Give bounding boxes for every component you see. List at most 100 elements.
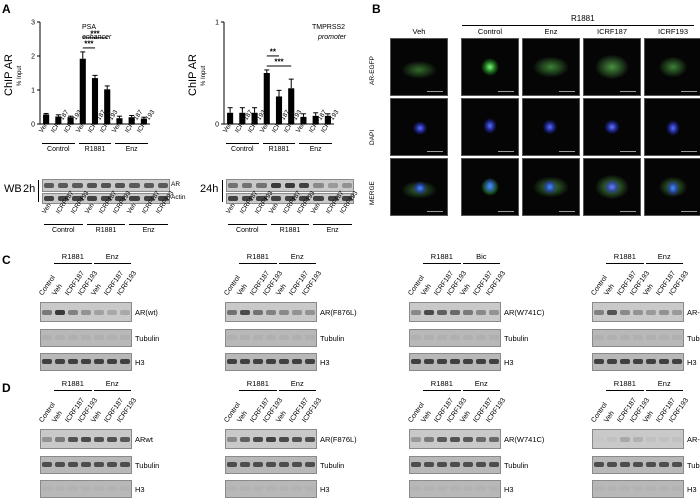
- blot-group-label: R1881: [613, 252, 636, 261]
- tubulin-label: Tubulin: [135, 334, 160, 343]
- h3-band: [411, 486, 421, 491]
- scale-bar: [498, 91, 514, 92]
- wb-ar-band: [299, 183, 310, 188]
- h3-band: [672, 486, 682, 491]
- blot-group-underline: [54, 390, 92, 391]
- scale-bar: [620, 151, 636, 152]
- h3-band: [476, 359, 487, 364]
- tubulin-band: [279, 335, 290, 340]
- scale-bar: [427, 151, 443, 152]
- blot-lane-label: Veh: [459, 283, 473, 297]
- h3-band: [67, 359, 78, 364]
- wb-time-24h: 24h: [200, 183, 219, 195]
- tubulin-band: [410, 335, 421, 340]
- micrograph-ar-egfp-cell: [390, 38, 448, 96]
- h3-band: [463, 359, 474, 364]
- bar: [67, 117, 74, 124]
- blot-target-label: AR(F876L): [320, 435, 357, 444]
- tubulin-band: [593, 335, 604, 340]
- scale-bar: [681, 211, 697, 212]
- h3-band: [632, 359, 644, 364]
- h3-band: [120, 359, 131, 364]
- blot-group-underline: [93, 263, 131, 264]
- tubulin-band: [410, 462, 421, 467]
- bar: [91, 78, 99, 124]
- h3-band: [240, 486, 250, 491]
- ar-band: [279, 310, 290, 315]
- h3-band: [265, 359, 277, 364]
- microscopy-row-label: MERGE: [369, 181, 376, 205]
- significance-stars: ***: [84, 39, 94, 48]
- panel-label-c: C: [2, 253, 11, 267]
- blot-group-label: Enz: [474, 379, 488, 388]
- ar-band: [593, 310, 604, 315]
- group-underline: [42, 143, 75, 144]
- h3-label: H3: [320, 485, 330, 494]
- ar-band: [279, 437, 290, 442]
- h3-band: [659, 486, 669, 491]
- blot-lane-label: Veh: [235, 283, 249, 297]
- wb-ar-band: [327, 183, 338, 188]
- blot-group-underline: [462, 390, 500, 391]
- tubulin-band: [449, 462, 461, 467]
- tubulin-band: [436, 462, 447, 467]
- group-label: Enz: [326, 227, 339, 234]
- bar: [104, 89, 111, 124]
- significance-stars: ***: [274, 57, 284, 66]
- blot-group-label: R1881: [246, 379, 269, 388]
- ar-band: [41, 310, 52, 315]
- ar-band: [94, 310, 105, 315]
- group-label: Enz: [125, 146, 138, 153]
- group-label: Control: [47, 146, 70, 153]
- wb-actin-band: [313, 196, 324, 201]
- panel-label-d: D: [2, 381, 11, 395]
- tubulin-band: [80, 335, 92, 340]
- tubulin-band: [67, 335, 78, 340]
- blot-group-underline: [462, 263, 500, 264]
- tubulin-band: [593, 462, 604, 467]
- tubulin-band: [672, 462, 683, 467]
- blot-lane-label: Veh: [235, 410, 249, 424]
- blot-lane-label: Veh: [459, 410, 473, 424]
- group-underline: [228, 224, 267, 225]
- h3-band: [80, 359, 92, 364]
- ar-band: [659, 310, 670, 315]
- tubulin-band: [476, 462, 487, 467]
- wb-actin-band: [327, 196, 338, 201]
- h3-band: [279, 486, 289, 491]
- wb-actin-band: [242, 196, 253, 201]
- wb-ar-band: [242, 183, 253, 188]
- wb-actin-band: [143, 196, 154, 201]
- blot-group-underline: [278, 263, 316, 264]
- group-underline: [270, 224, 310, 225]
- scale-bar: [620, 211, 636, 212]
- microscopy-column-label: ICRF193: [657, 27, 688, 36]
- h3-band: [450, 486, 460, 491]
- blot-group-label: Enz: [290, 252, 304, 261]
- scale-bar: [681, 151, 697, 152]
- tubulin-band: [632, 462, 644, 467]
- group-label: R1881: [279, 227, 301, 234]
- blot-group-underline: [423, 263, 461, 264]
- blot-group-label: Bic: [476, 252, 487, 261]
- wb-ar-label-2h: AR: [171, 181, 181, 188]
- ar-band: [120, 437, 131, 442]
- bar: [275, 96, 283, 124]
- tubulin-band: [107, 462, 118, 467]
- micrograph-ar-egfp-cell: [583, 38, 641, 96]
- micrograph-dapi-cell: [644, 98, 700, 156]
- h3-band: [410, 359, 421, 364]
- micrograph-ar-egfp-cell: [461, 38, 519, 96]
- ar-band: [632, 437, 644, 442]
- tubulin-band: [305, 462, 316, 467]
- wb-ar-band: [86, 183, 97, 188]
- wb-actin-band: [284, 196, 296, 201]
- tubulin-blot-strip: [592, 329, 684, 347]
- wb-actin-band: [100, 196, 112, 201]
- micrograph-dapi-cell: [390, 98, 448, 156]
- h3-band: [107, 486, 117, 491]
- micrograph-dapi-cell: [461, 98, 519, 156]
- bar: [227, 112, 234, 124]
- bar: [128, 117, 135, 124]
- microscopy-column-label: ICRF187: [596, 27, 627, 36]
